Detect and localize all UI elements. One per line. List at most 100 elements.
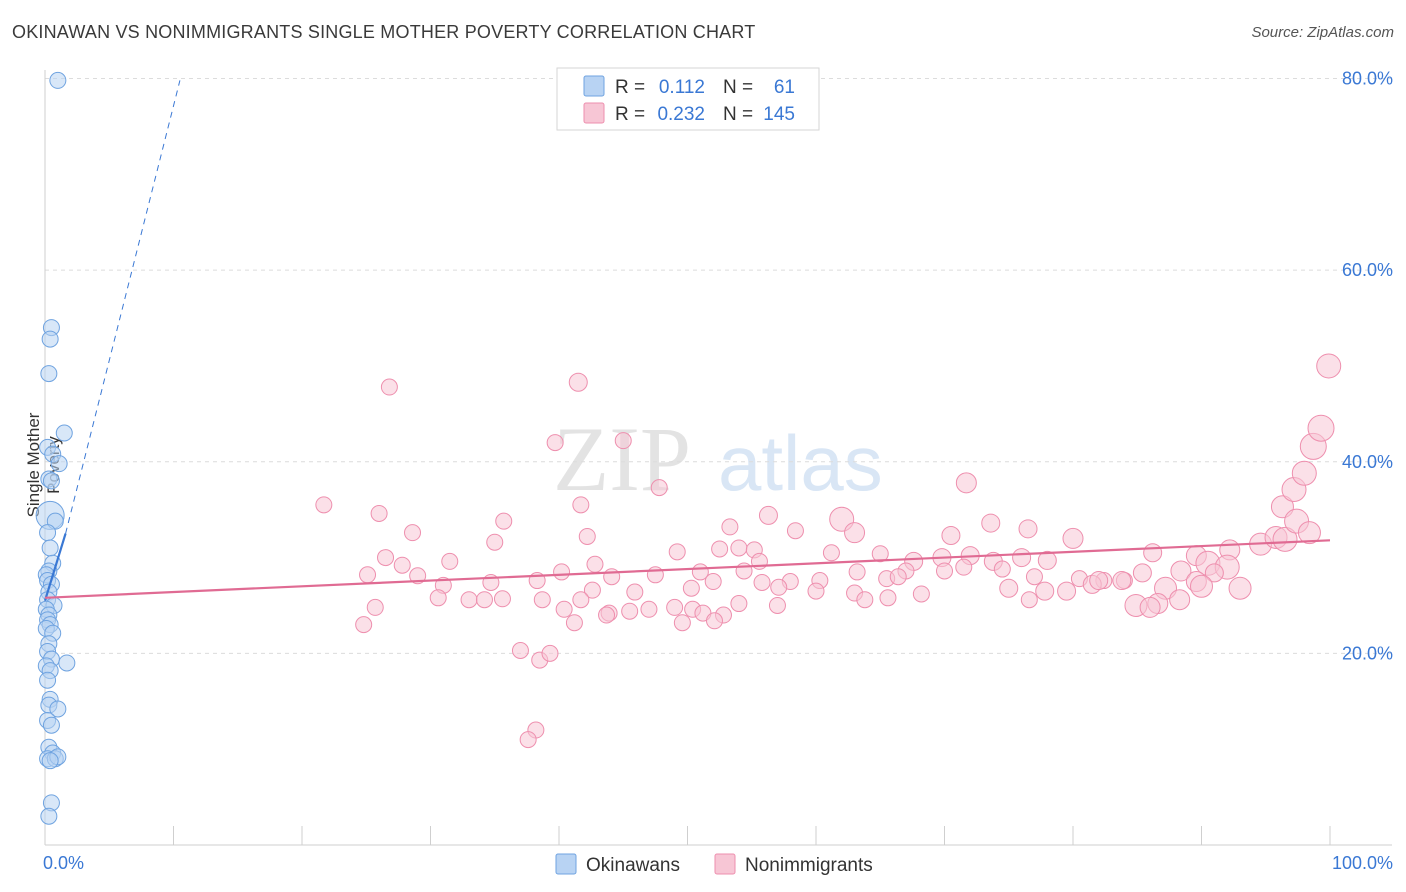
okinawan-point [40, 807, 58, 825]
nonimmigrant-point [721, 518, 739, 536]
okinawan-point [39, 524, 57, 542]
nonimmigrant-point [1170, 560, 1192, 582]
watermark-atlas: atlas [718, 419, 883, 507]
okinawan-point [50, 455, 68, 473]
nonimmigrant-point [704, 573, 722, 591]
nonimmigrant-point [981, 513, 1001, 533]
y-tick-label: 80.0% [1342, 69, 1393, 89]
nonimmigrant-point [879, 589, 897, 607]
okinawan-point [49, 71, 67, 89]
nonimmigrant-point [578, 527, 596, 545]
nonimmigrant-point [1035, 581, 1055, 601]
nonimmigrant-point [1291, 460, 1317, 486]
nonimmigrant-point [753, 573, 771, 591]
nonimmigrant-point [856, 591, 874, 609]
nonimmigrant-point [533, 591, 551, 609]
nonimmigrant-point [1204, 563, 1224, 583]
nonimmigrant-point [1190, 574, 1213, 598]
watermark: ZIP atlas [553, 408, 883, 510]
nonimmigrant-point [586, 555, 604, 573]
nonimmigrant-point [711, 540, 729, 558]
nonimmigrant-point [1057, 581, 1077, 601]
tick-labels: 20.0% 40.0% 60.0% 80.0% 0.0% 100.0% [43, 69, 1393, 874]
nonimmigrant-point [999, 578, 1019, 598]
nonimmigrant-point [666, 598, 684, 616]
stats-legend: R = 0.112 N = 61 R = 0.232 N = 145 [556, 67, 820, 131]
nonimmigrant-point [993, 560, 1011, 578]
nonimmigrant-point [614, 432, 632, 450]
nonimmigrant-point [429, 589, 447, 607]
nonimmigrant-trend-line [44, 539, 1331, 599]
nonimmigrant-point [1062, 527, 1084, 549]
chart-title: OKINAWAN VS NONIMMIGRANTS SINGLE MOTHER … [12, 22, 756, 42]
nonimmigrant-point [936, 562, 953, 580]
nonimmigrant-point [668, 543, 686, 561]
nonimmigrant-point [807, 582, 825, 600]
nonimmigrant-point [393, 556, 411, 574]
nonimmigrant-point [1020, 591, 1038, 609]
nonimmigrant-point [844, 522, 866, 544]
nonimmigrant-point [650, 479, 668, 497]
stats-r-value: 0.112 [659, 77, 705, 98]
legend-label: Nonimmigrants [745, 855, 873, 876]
trend-lines [43, 80, 1331, 602]
nonimmigrant-point [315, 496, 333, 514]
nonimmigrant-point [941, 526, 961, 546]
nonimmigrant-point [572, 591, 590, 609]
nonimmigrant-point [565, 614, 583, 632]
nonimmigrant-point [555, 600, 573, 618]
stats-n-label: N = [723, 77, 753, 98]
nonimmigrant-point [673, 614, 691, 632]
nonimmigrant-point [1297, 521, 1321, 545]
nonimmigrant-point [1139, 596, 1161, 618]
okinawan-point [41, 330, 59, 348]
y-tick-label: 60.0% [1342, 260, 1393, 280]
gridlines [45, 78, 1392, 654]
stats-n-value: 61 [774, 77, 795, 98]
nonimmigrant-point [1012, 548, 1032, 568]
nonimmigrant-point [370, 504, 388, 522]
data-points [35, 71, 1342, 825]
nonimmigrant-point [377, 549, 395, 567]
nonimmigrant-point [705, 612, 723, 630]
nonimmigrant-point [768, 596, 786, 614]
nonimmigrant-point [486, 533, 504, 551]
nonimmigrant-point [493, 590, 511, 608]
okinawan-point [41, 539, 59, 557]
nonimmigrant-point [511, 642, 529, 660]
nonimmigrant-point [640, 600, 658, 618]
x-tick-label-max: 100.0% [1332, 853, 1393, 873]
nonimmigrant-point [1089, 571, 1109, 591]
okinawan-point [58, 654, 76, 672]
nonimmigrant-point [441, 552, 459, 570]
nonimmigrant-point [409, 567, 427, 585]
legend-swatch [714, 853, 736, 875]
okinawan-point [55, 424, 73, 442]
nonimmigrant-point [786, 522, 804, 540]
nonimmigrant-point [366, 598, 384, 616]
nonimmigrant-point [955, 472, 977, 494]
stats-r-label: R = [615, 77, 645, 98]
nonimmigrant-point [1025, 568, 1043, 586]
nonimmigrant-point [1272, 526, 1298, 552]
okinawan-point [42, 472, 60, 490]
nonimmigrant-point [460, 591, 478, 609]
nonimmigrant-point [1132, 563, 1152, 583]
nonimmigrant-point [730, 539, 748, 557]
stats-n-label: N = [723, 104, 753, 125]
legend-swatch [555, 853, 577, 875]
nonimmigrant-point [404, 524, 422, 542]
okinawan-point [41, 752, 59, 770]
nonimmigrant-point [682, 579, 700, 597]
y-tick-label: 20.0% [1342, 643, 1393, 663]
nonimmigrant-point [1037, 550, 1057, 570]
nonimmigrant-point [955, 558, 973, 576]
nonimmigrant-point [730, 595, 748, 613]
okinawan-trend-line [43, 533, 67, 602]
nonimmigrant-point [1018, 519, 1038, 539]
nonimmigrant-point [1112, 571, 1132, 591]
x-tick-label-min: 0.0% [43, 853, 84, 873]
nonimmigrant-point [583, 581, 601, 599]
nonimmigrant-point [1316, 353, 1342, 379]
